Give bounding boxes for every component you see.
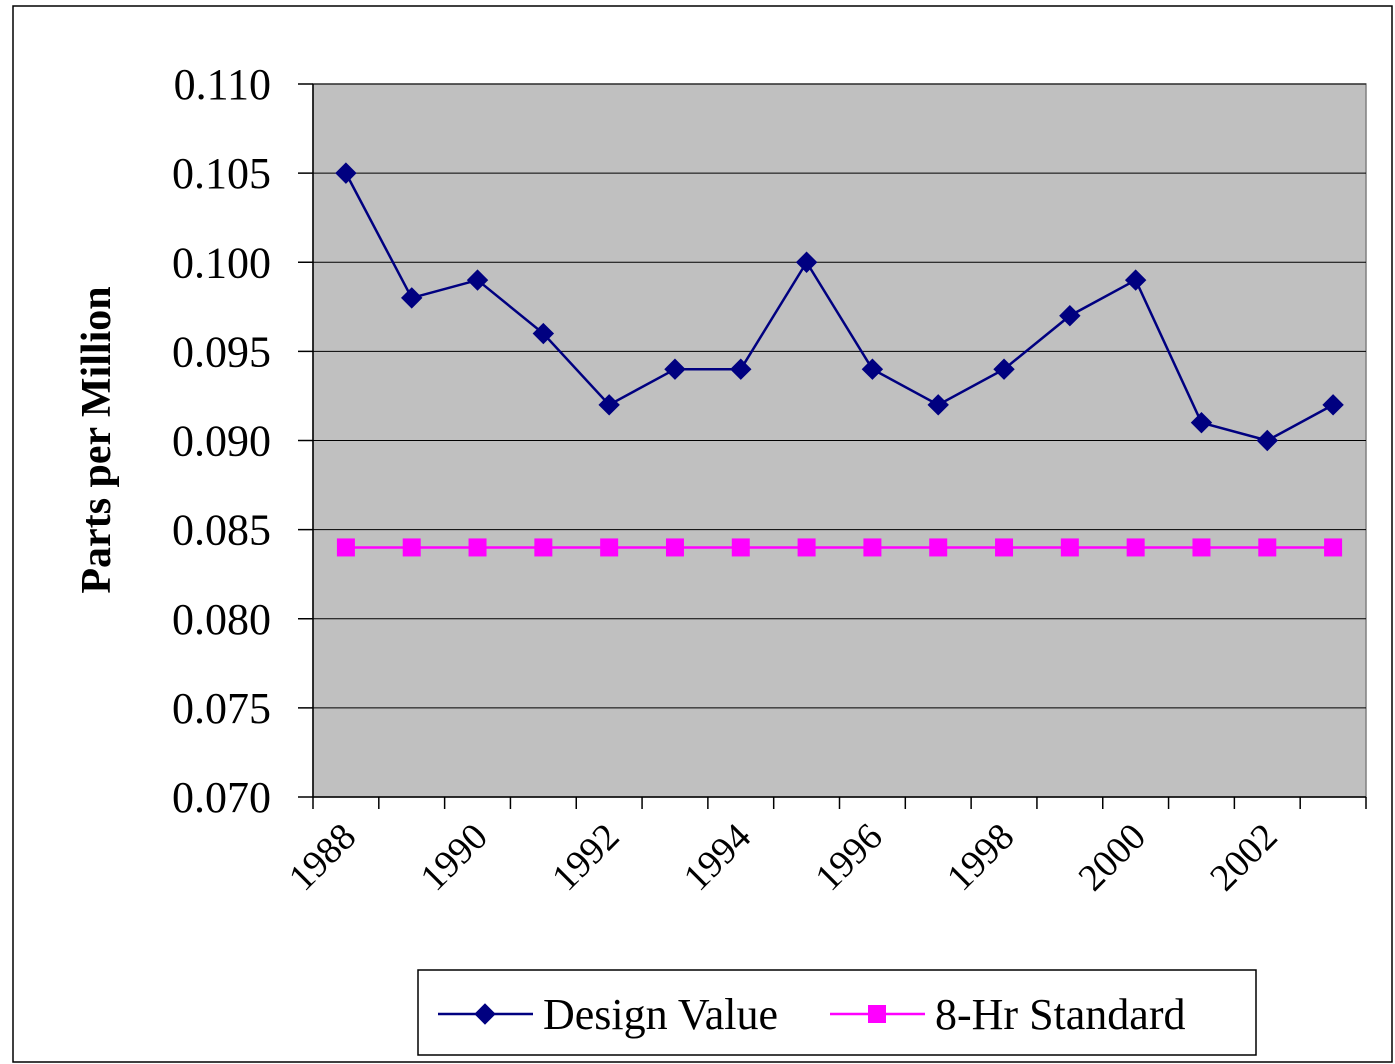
series-line (344, 172, 1334, 442)
marker (861, 358, 884, 380)
marker (1126, 538, 1145, 557)
marker (1190, 411, 1213, 434)
marker (1060, 538, 1079, 557)
marker (995, 538, 1014, 557)
y-tick-label: 0.085 (172, 506, 271, 555)
marker (468, 538, 487, 557)
marker (1124, 269, 1147, 291)
marker (1322, 394, 1344, 416)
marker (797, 538, 816, 557)
y-tick-label: 0.100 (172, 238, 271, 287)
marker (1192, 538, 1211, 557)
marker (402, 538, 421, 557)
marker (731, 538, 750, 557)
marker (336, 538, 355, 557)
marker (795, 251, 818, 273)
legend-label: 8-Hr Standard (935, 990, 1186, 1039)
y-axis-label: Parts per Million (74, 286, 120, 593)
marker (598, 394, 620, 416)
marker (474, 1003, 496, 1025)
legend (417, 969, 1257, 1056)
marker (863, 538, 882, 557)
marker (993, 358, 1015, 380)
y-tick-label: 0.070 (172, 773, 271, 822)
y-tick-label: 0.080 (172, 595, 271, 644)
y-tick-label: 0.090 (172, 417, 271, 466)
y-tick-label: 0.110 (174, 60, 271, 109)
y-tick-label: 0.105 (172, 149, 271, 198)
marker (1059, 305, 1081, 327)
marker (868, 1005, 886, 1023)
y-tick-label: 0.095 (172, 327, 271, 376)
marker (1256, 429, 1278, 452)
marker (401, 287, 423, 309)
marker (600, 538, 619, 557)
marker (1324, 538, 1343, 557)
y-tick-label: 0.075 (172, 684, 271, 733)
marker (466, 269, 489, 291)
marker (335, 162, 357, 184)
marker (532, 322, 555, 345)
marker (730, 358, 752, 380)
marker (664, 358, 686, 380)
legend-label: Design Value (543, 990, 778, 1039)
marker (929, 538, 948, 557)
marker (534, 538, 553, 557)
marker (927, 394, 949, 416)
marker (665, 538, 684, 557)
marker (1258, 538, 1277, 557)
